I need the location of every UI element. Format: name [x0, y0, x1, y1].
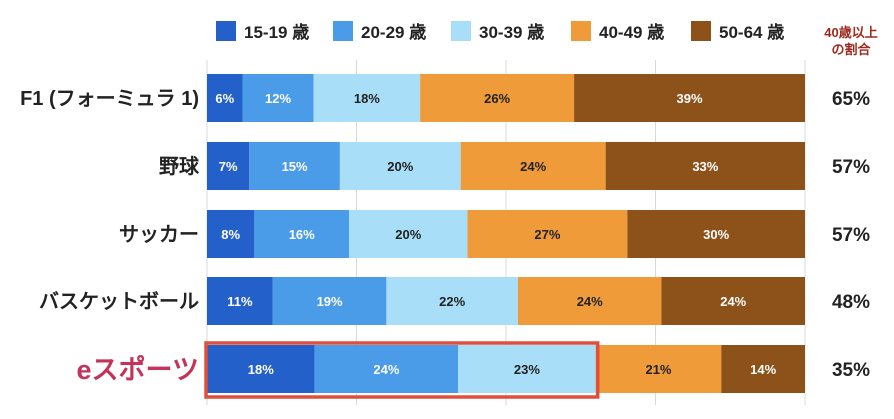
data-label: 18%: [248, 362, 274, 377]
side-column-value: 65%: [832, 89, 870, 110]
category-label: eスポーツ: [77, 355, 199, 385]
category-label: 野球: [159, 155, 200, 178]
legend-swatch: [451, 21, 471, 41]
data-label: 12%: [265, 91, 291, 106]
bar-segment: [314, 345, 459, 393]
bar-segment: [339, 142, 461, 190]
data-label: 11%: [227, 294, 253, 309]
bar-segment: [207, 277, 273, 325]
data-label: 7%: [219, 159, 238, 174]
side-column-header: 40歳以上: [824, 25, 877, 40]
data-label: 14%: [750, 362, 776, 377]
bar-segment: [574, 74, 805, 122]
data-label: 18%: [354, 91, 380, 106]
bar-segment: [207, 345, 315, 393]
data-label: 20%: [395, 227, 421, 242]
legend-swatch: [333, 21, 353, 41]
side-column-value: 48%: [832, 292, 870, 313]
bar-segment: [595, 345, 722, 393]
bar-segment: [207, 74, 243, 122]
legend-label: 15-19 歳: [244, 22, 309, 42]
bar-segment: [605, 142, 805, 190]
data-label: 30%: [703, 227, 729, 242]
bar-segment: [313, 74, 421, 122]
bar-segment: [207, 210, 255, 258]
data-label: 22%: [439, 294, 465, 309]
data-label: 15%: [282, 159, 308, 174]
data-label: 8%: [221, 227, 240, 242]
category-label: バスケットボール: [39, 290, 199, 313]
data-label: 19%: [317, 294, 343, 309]
legend-label: 50-64 歳: [719, 22, 784, 42]
side-column-value: 57%: [832, 157, 870, 178]
legend-label: 20-29 歳: [361, 22, 426, 42]
bar-segment: [249, 142, 340, 190]
side-column-value: 57%: [832, 225, 870, 246]
data-label: 21%: [645, 362, 671, 377]
data-label: 16%: [289, 227, 315, 242]
bar-segment: [207, 142, 250, 190]
bar-segment: [458, 345, 596, 393]
legend-label: 30-39 歳: [479, 22, 544, 42]
bar-segment: [627, 210, 805, 258]
bar-segment: [254, 210, 350, 258]
category-label: F1 (フォーミュラ 1): [20, 88, 199, 110]
bar-segment: [517, 277, 662, 325]
legend-label: 40-49 歳: [599, 22, 664, 42]
data-label: 27%: [534, 227, 560, 242]
bar-segment: [467, 210, 628, 258]
category-label: サッカー: [119, 224, 199, 246]
bar-segment: [272, 277, 387, 325]
data-label: 39%: [677, 91, 703, 106]
bar-segment: [661, 277, 805, 325]
data-label: 23%: [514, 362, 540, 377]
bar-segment: [721, 345, 805, 393]
legend-swatch: [571, 21, 591, 41]
legend-swatch: [216, 21, 236, 41]
data-label: 26%: [484, 91, 510, 106]
bars: 6% 12% 18% 26% 39% 7% 15% 20% 24% 33% 8% 16% 20% 27% 3…: [204, 74, 805, 399]
data-label: 24%: [520, 159, 546, 174]
bar-segment: [460, 142, 606, 190]
data-label: 20%: [387, 159, 413, 174]
side-column-header: の割合: [831, 42, 871, 57]
bar-segment: [420, 74, 575, 122]
highlight-box: [204, 341, 600, 399]
data-label: 24%: [577, 294, 603, 309]
data-label: 6%: [215, 91, 234, 106]
bar-segment: [386, 277, 518, 325]
bar-segment: [349, 210, 468, 258]
data-label: 24%: [373, 362, 399, 377]
side-column-value: 35%: [832, 360, 870, 381]
legend: 15-19 歳 20-29 歳 30-39 歳 40-49 歳 50-64 歳: [216, 21, 784, 42]
bar-segment: [242, 74, 314, 122]
legend-swatch: [691, 21, 711, 41]
data-label: 33%: [692, 159, 718, 174]
data-label: 24%: [720, 294, 746, 309]
